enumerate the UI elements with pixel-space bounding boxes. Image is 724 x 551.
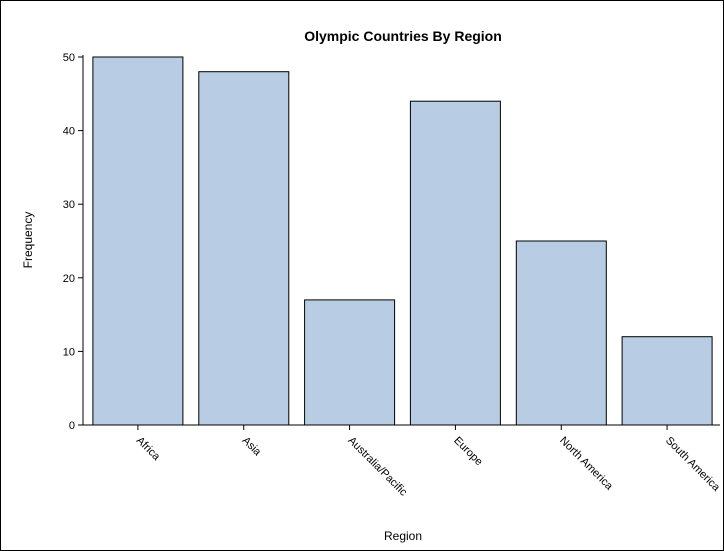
y-tick-label: 40: [63, 126, 75, 138]
x-tick-label: South America: [663, 435, 723, 495]
bar-south-america: [621, 336, 713, 426]
x-tick-label: North America: [557, 435, 615, 493]
y-tick-label: 50: [63, 52, 75, 64]
y-tick-label: 30: [63, 199, 75, 211]
y-axis-label: Frequency: [21, 212, 35, 269]
x-tick-label: Africa: [134, 435, 163, 464]
chart-title: Olympic Countries By Region: [304, 28, 502, 44]
y-tick-label: 10: [63, 346, 75, 358]
bar-north-america: [515, 240, 607, 426]
x-tick-label: Australia/Pacific: [345, 435, 409, 499]
plot-area: 0 10 20 30 40 50 Africa Asia Australia/Pacific Eu…: [63, 52, 723, 499]
y-tick-label: 20: [63, 273, 75, 285]
x-axis-label: Region: [384, 529, 422, 543]
bar-asia: [198, 71, 290, 426]
bar-europe: [409, 100, 501, 426]
bar-australia-pacific: [304, 299, 396, 426]
bar-africa: [92, 56, 184, 426]
x-tick-label: Europe: [451, 435, 485, 469]
y-tick-label: 0: [69, 420, 75, 432]
x-tick-label: Asia: [240, 435, 264, 459]
